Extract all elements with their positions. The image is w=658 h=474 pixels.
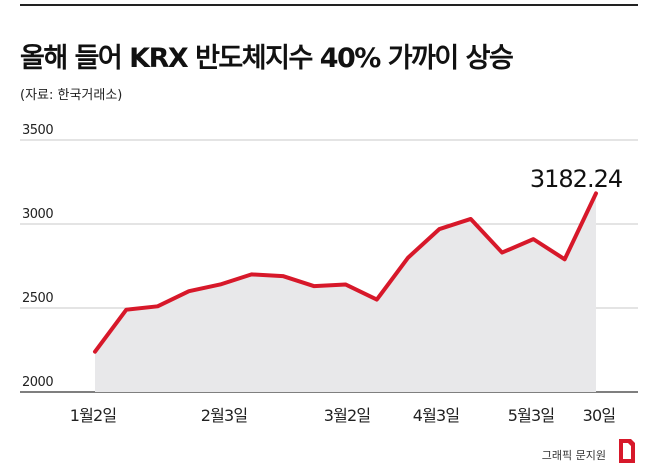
graphic-credit: 그래픽 문지원 <box>541 449 606 462</box>
last-value-label: 3182.24 <box>530 165 622 193</box>
top-rule <box>20 4 638 6</box>
line-layer <box>93 191 598 354</box>
chart-title: 올해 들어 KRX 반도체지수 40% 가까이 상승 <box>20 43 514 74</box>
x-tick-label: 1월2일 <box>70 406 117 425</box>
x-tick-label: 2월3일 <box>201 406 248 425</box>
x-tick-label: 3월2일 <box>324 406 371 425</box>
x-tick-label: 5월3일 <box>508 406 555 425</box>
series-area <box>95 193 596 392</box>
y-tick-label: 2000 <box>22 375 53 390</box>
x-tick-label: 4월3일 <box>413 406 460 425</box>
area-layer <box>95 193 596 392</box>
y-tick-label: 3500 <box>22 123 53 138</box>
x-tick-label: 30일 <box>583 406 616 425</box>
y-tick-label: 3000 <box>22 207 53 222</box>
source-note: (자료: 한국거래소) <box>20 88 123 103</box>
label-layer: 2000 2500 3000 3500 1월2일 2월3일 3월2일 4월3일 5월3일 30일 3… <box>22 123 623 425</box>
publisher-logo-icon <box>619 439 635 463</box>
y-tick-label: 2500 <box>22 291 53 306</box>
